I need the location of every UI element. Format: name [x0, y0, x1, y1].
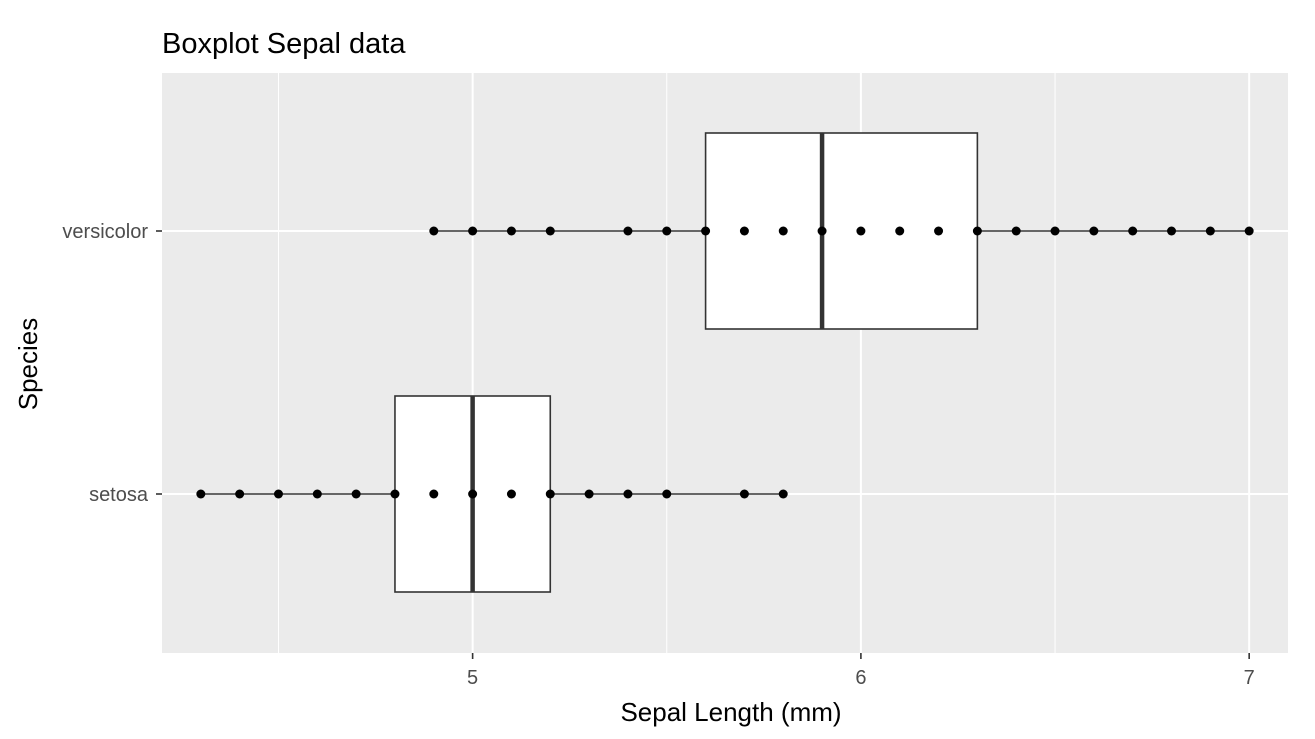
data-point	[895, 226, 905, 236]
data-point	[1089, 226, 1099, 236]
data-points	[196, 226, 1254, 499]
data-point	[778, 489, 788, 499]
data-point	[235, 489, 245, 499]
data-point	[545, 489, 555, 499]
data-point	[584, 489, 594, 499]
data-point	[1050, 226, 1060, 236]
data-point	[506, 226, 516, 236]
data-point	[1244, 226, 1254, 236]
data-point	[429, 226, 439, 236]
y-tick-label: setosa	[89, 484, 149, 506]
data-point	[312, 489, 322, 499]
data-point	[623, 226, 633, 236]
data-point	[545, 226, 555, 236]
data-point	[972, 226, 982, 236]
data-point	[739, 226, 749, 236]
data-point	[623, 489, 633, 499]
data-point	[662, 489, 672, 499]
data-point	[1205, 226, 1215, 236]
data-point	[662, 226, 672, 236]
data-point	[1011, 226, 1021, 236]
data-point	[196, 489, 206, 499]
x-tick-label: 6	[855, 667, 866, 689]
data-point	[856, 226, 866, 236]
x-axis-title: Sepal Length (mm)	[620, 697, 841, 727]
data-point	[468, 489, 478, 499]
data-point	[273, 489, 283, 499]
data-point	[468, 226, 478, 236]
data-point	[934, 226, 944, 236]
axes: 5 6 7 setosa versicolor	[62, 221, 1254, 689]
data-point	[429, 489, 439, 499]
x-tick-label: 7	[1244, 667, 1255, 689]
data-point	[817, 226, 827, 236]
minor-gridlines	[277, 73, 1056, 653]
data-point	[739, 489, 749, 499]
chart-title: Boxplot Sepal data	[162, 28, 406, 60]
y-axis-title: Species	[13, 318, 43, 411]
data-point	[1167, 226, 1177, 236]
box-versicolor	[704, 132, 979, 330]
data-point	[390, 489, 400, 499]
data-point	[506, 489, 516, 499]
x-tick-label: 5	[467, 667, 478, 689]
data-point	[1128, 226, 1138, 236]
data-point	[351, 489, 361, 499]
data-point	[778, 226, 788, 236]
data-point	[701, 226, 711, 236]
y-tick-label: versicolor	[62, 221, 148, 243]
